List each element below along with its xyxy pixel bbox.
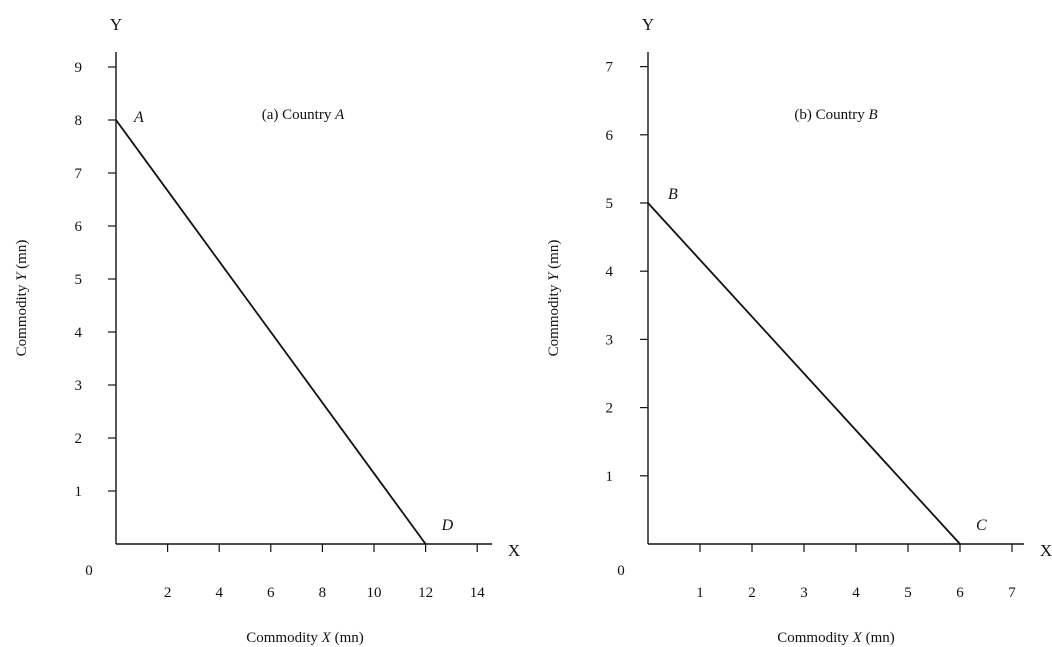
- y-tick-label: 1: [75, 484, 83, 500]
- series-line: [647, 202, 961, 545]
- y-tick-label: 6: [75, 219, 83, 235]
- x-tick-label: 12: [418, 585, 433, 601]
- x-axis-title: Commodity X (mn): [777, 630, 895, 646]
- y-tick-label: 5: [606, 196, 614, 212]
- chart-title: (b) Country B: [794, 107, 877, 123]
- x-tick-label: 1: [696, 585, 704, 601]
- point-label-b: B: [668, 186, 678, 203]
- chart-title: (a) Country A: [262, 107, 345, 123]
- x-tick-label: 4: [852, 585, 860, 601]
- x-tick-label: 5: [904, 585, 912, 601]
- x-tick-label: 2: [164, 585, 172, 601]
- point-label-a: A: [133, 109, 144, 126]
- y-axis-title: Commodity Y (mn): [546, 240, 562, 357]
- y-tick-label: 4: [606, 264, 614, 280]
- x-tick-label: 7: [1008, 585, 1016, 601]
- y-tick-label: 2: [75, 431, 83, 447]
- point-label-c: C: [976, 517, 987, 534]
- y-tick-label: 6: [606, 128, 614, 144]
- y-axis-letter: Y: [642, 15, 654, 34]
- x-tick-label: 4: [215, 585, 223, 601]
- y-axis-letter: Y: [110, 15, 122, 34]
- chart-panel-b: X Y 0 1 2 3 4 5 6 7 1 2 3 4 5 6 7 B C (b) Country B Commodit…: [546, 15, 1052, 646]
- x-tick-label: 6: [956, 585, 964, 601]
- x-tick-label: 14: [470, 585, 486, 601]
- y-tick-label: 9: [75, 60, 83, 76]
- series-line: [115, 119, 427, 545]
- y-axis-title: Commodity Y (mn): [14, 240, 30, 357]
- x-axis-title: Commodity X (mn): [246, 630, 364, 646]
- y-tick-label: 2: [606, 401, 614, 417]
- x-axis-letter: X: [1040, 541, 1052, 560]
- y-tick-label: 8: [75, 113, 83, 129]
- y-tick-label: 1: [606, 469, 614, 485]
- origin-label: 0: [85, 563, 93, 579]
- origin-label: 0: [617, 563, 625, 579]
- x-tick-label: 8: [319, 585, 327, 601]
- y-tick-label: 3: [606, 332, 614, 348]
- x-tick-label: 2: [748, 585, 756, 601]
- y-tick-label: 5: [75, 272, 83, 288]
- y-tick-label: 7: [606, 60, 614, 76]
- x-axis-letter: X: [508, 541, 520, 560]
- x-tick-label: 3: [800, 585, 808, 601]
- y-tick-label: 7: [75, 166, 83, 182]
- x-tick-label: 6: [267, 585, 275, 601]
- y-tick-label: 3: [75, 378, 83, 394]
- y-tick-label: 4: [75, 325, 83, 341]
- point-label-d: D: [441, 517, 454, 534]
- x-tick-label: 10: [367, 585, 382, 601]
